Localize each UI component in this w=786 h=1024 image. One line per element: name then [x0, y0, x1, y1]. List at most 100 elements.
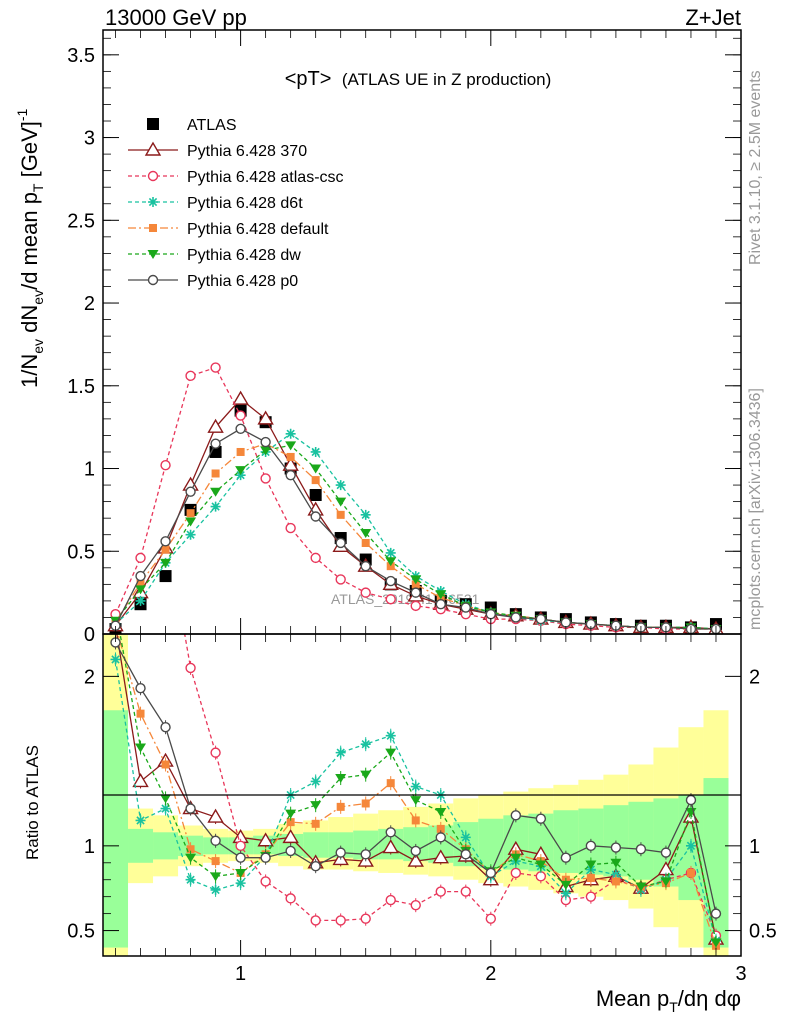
- point-pythia-6-428-default-1: [136, 578, 145, 587]
- ratio-point-pythia-6-428-d6t-8: [310, 776, 321, 787]
- header-left: 13000 GeV pp: [105, 5, 247, 30]
- y-axis-title-ratio: Ratio to ATLAS: [23, 745, 42, 860]
- ratio-point-pythia-6-428-dw-1: [135, 743, 147, 753]
- ratio-point-pythia-6-428-d6t-1: [135, 815, 146, 826]
- ratio-point-pythia-6-428-dw-12: [410, 796, 422, 806]
- point-pythia-6-428-dw-10: [360, 529, 372, 539]
- ratio-point-pythia-6-428-dw-17: [535, 860, 547, 870]
- legend-marker-pythia-6-428-dw: [147, 250, 159, 259]
- point-pythia-6-428-atlas-csc-2: [160, 460, 171, 471]
- legend-marker-pythia-6-428-d6t: [148, 197, 158, 207]
- point-pythia-6-428-d6t-9: [335, 480, 346, 491]
- ratio-point-pythia-6-428-default-13: [436, 824, 445, 833]
- ratio-point-pythia-6-428-d6t-18: [560, 888, 571, 899]
- point-pythia-6-428-dw-13: [435, 590, 447, 600]
- ratio-point-pythia-6-428-dw-7: [285, 809, 297, 819]
- plot-title-detail: (ATLAS UE in Z production): [342, 70, 551, 89]
- header-right: Z+Jet: [685, 5, 741, 30]
- ratio-ytick-label-left-2: 2: [84, 666, 95, 688]
- point-pythia-6-428-d6t-11: [385, 547, 396, 558]
- point-pythia-6-428-dw-1: [135, 585, 147, 595]
- ratio-ytick-label-left-0.5: 0.5: [67, 921, 95, 943]
- point-pythia-6-428-dw-7: [285, 441, 297, 451]
- series-pythia-6-428-p0: [110, 423, 722, 634]
- ratio-point-pythia-6-428-d6t-2: [160, 803, 171, 814]
- ratio-point-pythia-6-428-p0-23: [685, 794, 697, 806]
- point-pythia-6-428-dw-4: [210, 487, 222, 497]
- legend-entry-pythia-6-428-atlas-csc: Pythia 6.428 atlas-csc: [128, 169, 344, 186]
- ratio-point-pythia-6-428-dw-13: [435, 807, 447, 817]
- legend-label-pythia-6-428-d6t: Pythia 6.428 d6t: [187, 195, 303, 212]
- legend-marker-atlas: [147, 118, 159, 130]
- point-pythia-6-428-atlas-csc-5: [235, 410, 246, 421]
- point-pythia-6-428-atlas-csc-11: [385, 594, 396, 605]
- point-pythia-6-428-p0-15: [485, 608, 497, 620]
- ratio-point-pythia-6-428-p0-19: [585, 840, 597, 852]
- legend-entry-pythia-6-428-default: Pythia 6.428 default: [128, 221, 329, 238]
- point-pythia-6-428-atlas-csc-8: [310, 552, 321, 564]
- analysis-watermark: ATLAS_2019_I1736531: [331, 591, 480, 607]
- point-pythia-6-428-dw-11: [385, 557, 397, 567]
- ratio-point-pythia-6-428-default-10: [361, 799, 370, 808]
- point-pythia-6-428-default-2: [161, 545, 170, 554]
- band-inner-2: [153, 832, 179, 860]
- point-pythia-6-428-d6t-1: [135, 595, 146, 606]
- ratio-ytick-label-right-0.5: 0.5: [749, 921, 777, 943]
- point-pythia-6-428-d6t-10: [360, 509, 371, 520]
- ratio-point-pythia-6-428-dw-4: [210, 872, 222, 882]
- ratio-point-pythia-6-428-p0-24: [710, 908, 722, 919]
- point-pythia-6-428-dw-2: [160, 558, 172, 568]
- ratio-point-pythia-6-428-dw-10: [360, 770, 372, 780]
- ratio-point-pythia-6-428-p0-4: [210, 835, 221, 846]
- axes-layer: 0 0.5 1 1.5 2 2.5 3 3.5 0.5 0.5 1 1 2 2 1 2 3: [67, 30, 777, 985]
- ratio-point-pythia-6-428-atlas-csc-16: [510, 867, 522, 879]
- ratio-point-pythia-6-428-atlas-csc-0: [111, 333, 120, 342]
- ratio-point-pythia-6-428-d6t-12: [410, 781, 421, 792]
- ratio-point-pythia-6-428-p0-8: [310, 860, 321, 872]
- ratio-point-pythia-6-428-dw-21: [635, 882, 647, 892]
- xtick-label-3: 3: [735, 963, 746, 985]
- main-ytick-label-1.5: 1.5: [67, 376, 95, 398]
- point-pythia-6-428-p0-2: [160, 536, 171, 547]
- ratio-point-pythia-6-428-dw-3: [185, 853, 197, 863]
- point-pythia-6-428-atlas-csc-7: [285, 522, 296, 534]
- legend-label-pythia-6-428-default: Pythia 6.428 default: [187, 221, 329, 238]
- ratio-point-pythia-6-428-p0-16: [510, 810, 522, 821]
- ratio-point-pythia-6-428-dw-5: [235, 868, 247, 878]
- point-pythia-6-428-default-8: [311, 476, 320, 485]
- point-pythia-6-428-370-5: [232, 390, 249, 405]
- ratio-point-pythia-6-428-default-4: [211, 857, 220, 866]
- ratio-point-pythia-6-428-d6t-0: [110, 654, 121, 665]
- point-pythia-6-428-d6t-7: [285, 428, 296, 439]
- ratio-point-pythia-6-428-p0-11: [385, 827, 396, 838]
- point-pythia-6-428-370-4: [207, 418, 224, 433]
- point-pythia-6-428-dw-6: [260, 446, 272, 456]
- plot-title: <pT> (ATLAS UE in Z production): [285, 68, 552, 90]
- ratio-point-pythia-6-428-p0-5: [235, 852, 246, 863]
- ratio-point-pythia-6-428-370-13: [432, 849, 449, 864]
- point-pythia-6-428-atlas-csc-6: [260, 473, 271, 484]
- band-inner-21: [628, 801, 654, 880]
- legend-label-pythia-6-428-dw: Pythia 6.428 dw: [187, 247, 301, 264]
- y-axis-title-main: 1/Nev dNev/d mean pT [GeV]-1: [14, 108, 46, 388]
- point-pythia-6-428-atlas-csc-3: [185, 370, 196, 382]
- legend-entry-pythia-6-428-p0: Pythia 6.428 p0: [128, 273, 298, 290]
- ratio-ytick-label-right-1: 1: [749, 836, 760, 858]
- legend-label-pythia-6-428-p0: Pythia 6.428 p0: [187, 273, 298, 290]
- ratio-point-pythia-6-428-dw-19: [585, 860, 597, 870]
- point-pythia-6-428-default-10: [361, 538, 370, 547]
- ratio-point-pythia-6-428-atlas-csc-10: [360, 913, 371, 924]
- ratio-point-pythia-6-428-dw-11: [385, 748, 397, 758]
- ratio-point-pythia-6-428-default-23: [686, 868, 695, 877]
- ratio-point-pythia-6-428-default-8: [311, 819, 320, 828]
- legend-entry-pythia-6-428-dw: Pythia 6.428 dw: [128, 247, 301, 264]
- point-pythia-6-428-p0-6: [260, 436, 271, 448]
- band-inner-15: [478, 818, 504, 868]
- ratio-point-pythia-6-428-atlas-csc-2: [161, 519, 170, 528]
- ratio-point-pythia-6-428-p0-3: [185, 803, 196, 814]
- ratio-point-pythia-6-428-atlas-csc-11: [385, 894, 396, 906]
- ratio-panel-frame: [102, 633, 742, 957]
- point-pythia-6-428-atlas-csc-12: [410, 600, 421, 612]
- ratio-point-pythia-6-428-atlas-csc-6: [260, 876, 271, 887]
- ratio-point-pythia-6-428-370-12: [407, 852, 424, 867]
